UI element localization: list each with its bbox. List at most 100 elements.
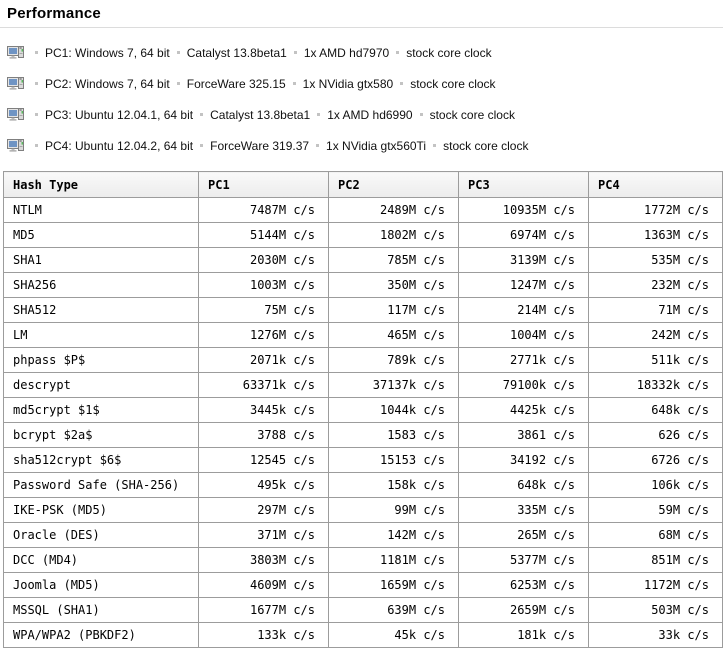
- pc4-value-cell: 68M c/s: [588, 522, 723, 548]
- pc1-value-cell: 3445k c/s: [198, 397, 329, 423]
- pc-driver: ForceWare 319.37: [210, 138, 310, 153]
- pc-driver: ForceWare 325.15: [186, 76, 286, 91]
- pc2-value-cell: 2489M c/s: [328, 197, 459, 223]
- pc4-value-cell: 33k c/s: [588, 622, 723, 648]
- pc-os: PC3: Ubuntu 12.04.1, 64 bit: [45, 107, 194, 122]
- table-header-row: Hash Type PC1 PC2 PC3 PC4: [3, 171, 723, 198]
- pc1-value-cell: 3788 c/s: [198, 422, 329, 448]
- page-title: Performance: [7, 5, 101, 22]
- table-row: phpass $P$ 2071k c/s 789k c/s 2771k c/s …: [3, 347, 723, 373]
- pc1-value-cell: 4609M c/s: [198, 572, 329, 598]
- hash-type-cell: WPA/WPA2 (PBKDF2): [3, 622, 199, 648]
- pc1-value-cell: 1003M c/s: [198, 272, 329, 298]
- pc4-value-cell: 59M c/s: [588, 497, 723, 523]
- pc-clock: stock core clock: [406, 45, 492, 60]
- pc3-value-cell: 181k c/s: [458, 622, 589, 648]
- table-row: DCC (MD4) 3803M c/s 1181M c/s 5377M c/s …: [3, 547, 723, 573]
- pc-specs-list: PC1: Windows 7, 64 bit Catalyst 13.8beta…: [7, 37, 728, 161]
- pc-driver: Catalyst 13.8beta1: [210, 107, 311, 122]
- pc-driver: Catalyst 13.8beta1: [186, 45, 287, 60]
- column-header-pc4: PC4: [588, 171, 723, 198]
- pc1-value-cell: 63371k c/s: [198, 372, 329, 398]
- computer-icon: [7, 108, 24, 121]
- pc3-value-cell: 214M c/s: [458, 297, 589, 323]
- pc2-value-cell: 117M c/s: [328, 297, 459, 323]
- pc-clock: stock core clock: [429, 107, 515, 122]
- pc-os: PC1: Windows 7, 64 bit: [45, 45, 170, 60]
- pc1-value-cell: 75M c/s: [198, 297, 329, 323]
- dot-separator: [35, 113, 38, 116]
- dot-separator: [35, 144, 38, 147]
- table-row: MSSQL (SHA1) 1677M c/s 639M c/s 2659M c/…: [3, 597, 723, 623]
- pc1-value-cell: 133k c/s: [198, 622, 329, 648]
- pc4-value-cell: 1772M c/s: [588, 197, 723, 223]
- pc-gpu: 1x AMD hd7970: [303, 45, 390, 60]
- computer-icon: [7, 139, 24, 152]
- hash-type-cell: Oracle (DES): [3, 522, 199, 548]
- pc1-value-cell: 2030M c/s: [198, 247, 329, 273]
- pc-gpu: 1x AMD hd6990: [327, 107, 413, 122]
- pc3-value-cell: 6974M c/s: [458, 222, 589, 248]
- performance-table: Hash Type PC1 PC2 PC3 PC4 NTLM 7487M c/s…: [3, 171, 723, 648]
- pc3-value-cell: 3139M c/s: [458, 247, 589, 273]
- pc3-value-cell: 1247M c/s: [458, 272, 589, 298]
- pc-os: PC4: Ubuntu 12.04.2, 64 bit: [45, 138, 194, 153]
- pc-os: PC2: Windows 7, 64 bit: [45, 76, 170, 91]
- pc2-value-cell: 639M c/s: [328, 597, 459, 623]
- table-row: SHA1 2030M c/s 785M c/s 3139M c/s 535M c…: [3, 247, 723, 273]
- pc3-spec-line: PC3: Ubuntu 12.04.1, 64 bit Catalyst 13.…: [7, 99, 728, 130]
- dot-separator: [419, 113, 423, 116]
- column-header-pc2: PC2: [328, 171, 459, 198]
- dot-separator: [35, 82, 38, 85]
- hash-type-cell: Password Safe (SHA-256): [3, 472, 199, 498]
- pc3-value-cell: 648k c/s: [458, 472, 589, 498]
- column-header-pc3: PC3: [458, 171, 589, 198]
- table-row: Joomla (MD5) 4609M c/s 1659M c/s 6253M c…: [3, 572, 723, 598]
- hash-type-cell: bcrypt $2a$: [3, 422, 199, 448]
- pc4-value-cell: 71M c/s: [588, 297, 723, 323]
- pc1-value-cell: 297M c/s: [198, 497, 329, 523]
- hash-type-cell: md5crypt $1$: [3, 397, 199, 423]
- pc2-value-cell: 1181M c/s: [328, 547, 459, 573]
- pc4-value-cell: 1172M c/s: [588, 572, 723, 598]
- hash-type-cell: sha512crypt $6$: [3, 447, 199, 473]
- pc4-value-cell: 242M c/s: [588, 322, 723, 348]
- table-row: NTLM 7487M c/s 2489M c/s 10935M c/s 1772…: [3, 197, 723, 223]
- pc2-value-cell: 158k c/s: [328, 472, 459, 498]
- pc1-spec-line: PC1: Windows 7, 64 bit Catalyst 13.8beta…: [7, 37, 728, 68]
- table-row: LM 1276M c/s 465M c/s 1004M c/s 242M c/s: [3, 322, 723, 348]
- computer-icon: [7, 77, 24, 90]
- pc3-value-cell: 2659M c/s: [458, 597, 589, 623]
- title-divider: [0, 27, 723, 28]
- pc2-value-cell: 465M c/s: [328, 322, 459, 348]
- hash-type-cell: NTLM: [3, 197, 199, 223]
- dot-separator: [433, 144, 437, 147]
- table-row: SHA512 75M c/s 117M c/s 214M c/s 71M c/s: [3, 297, 723, 323]
- pc1-value-cell: 1276M c/s: [198, 322, 329, 348]
- dot-separator: [293, 51, 297, 54]
- pc4-value-cell: 1363M c/s: [588, 222, 723, 248]
- pc2-value-cell: 350M c/s: [328, 272, 459, 298]
- pc2-spec-line: PC2: Windows 7, 64 bit ForceWare 325.15 …: [7, 68, 728, 99]
- dot-separator: [292, 82, 296, 85]
- pc2-value-cell: 15153 c/s: [328, 447, 459, 473]
- table-row: WPA/WPA2 (PBKDF2) 133k c/s 45k c/s 181k …: [3, 622, 723, 648]
- table-row: MD5 5144M c/s 1802M c/s 6974M c/s 1363M …: [3, 222, 723, 248]
- pc1-value-cell: 1677M c/s: [198, 597, 329, 623]
- pc3-value-cell: 265M c/s: [458, 522, 589, 548]
- pc3-value-cell: 2771k c/s: [458, 347, 589, 373]
- pc1-value-cell: 5144M c/s: [198, 222, 329, 248]
- hash-type-cell: descrypt: [3, 372, 199, 398]
- table-row: Oracle (DES) 371M c/s 142M c/s 265M c/s …: [3, 522, 723, 548]
- table-row: SHA256 1003M c/s 350M c/s 1247M c/s 232M…: [3, 272, 723, 298]
- pc4-value-cell: 106k c/s: [588, 472, 723, 498]
- pc2-value-cell: 1044k c/s: [328, 397, 459, 423]
- hash-type-cell: DCC (MD4): [3, 547, 199, 573]
- pc2-value-cell: 142M c/s: [328, 522, 459, 548]
- pc-clock: stock core clock: [443, 138, 529, 153]
- pc1-value-cell: 2071k c/s: [198, 347, 329, 373]
- computer-icon: [7, 46, 24, 59]
- dot-separator: [317, 113, 321, 116]
- pc4-value-cell: 6726 c/s: [588, 447, 723, 473]
- dot-separator: [400, 82, 404, 85]
